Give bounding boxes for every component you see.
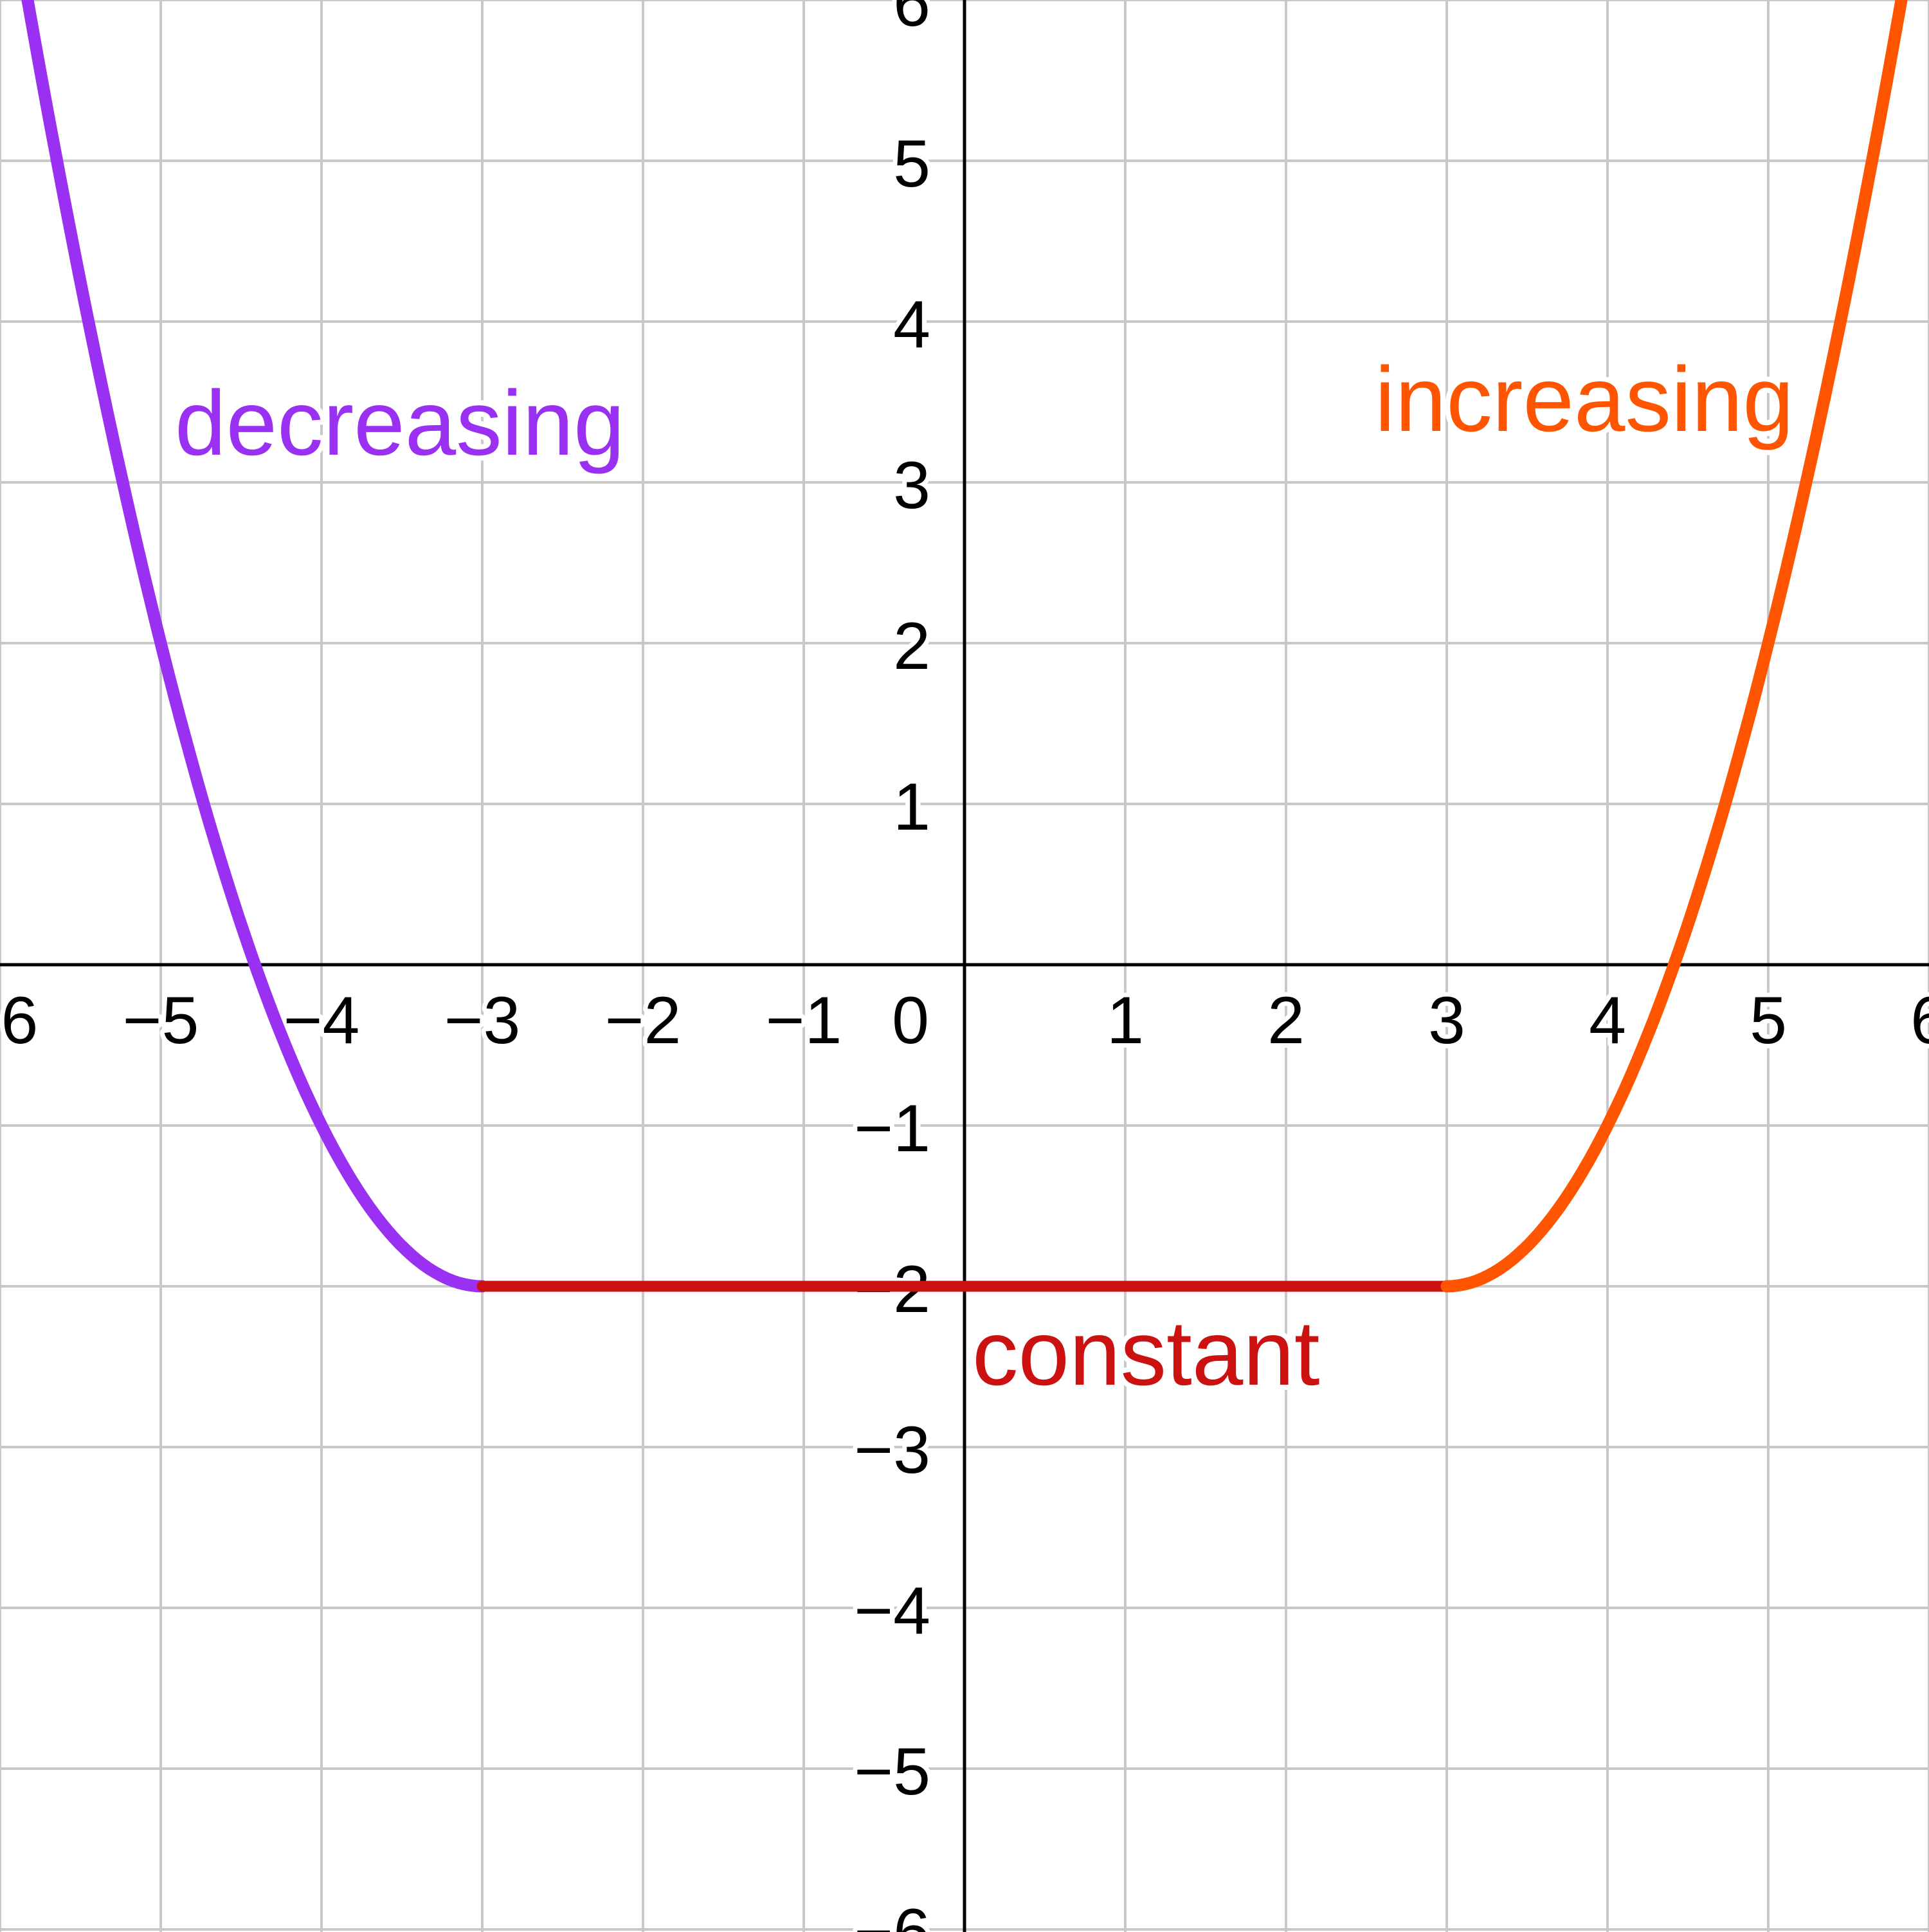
y-tick-label: 5 xyxy=(893,127,930,201)
constant-label: constant xyxy=(972,1302,1320,1405)
y-tick-label: −6 xyxy=(854,1895,930,1932)
x-tick-label: 3 xyxy=(1428,983,1465,1058)
y-tick-label: 6 xyxy=(893,0,930,41)
x-tick-label: −5 xyxy=(123,983,199,1058)
decreasing-label: decreasing xyxy=(175,372,625,475)
region-labels: decreasing constant increasing xyxy=(170,343,1799,1410)
x-tick-label: 5 xyxy=(1750,983,1787,1058)
x-tick-label: 6 xyxy=(1910,983,1929,1058)
x-tick-label: 1 xyxy=(1107,983,1144,1058)
increasing-curve xyxy=(1440,0,1908,1293)
y-tick-label: −3 xyxy=(854,1413,930,1488)
y-tick-label: −1 xyxy=(854,1091,930,1166)
origin-label: 0 xyxy=(892,983,929,1058)
x-tick-label: −6 xyxy=(0,983,38,1058)
x-tick-label: −1 xyxy=(766,983,842,1058)
y-tick-label: 3 xyxy=(893,448,930,523)
increasing-label: increasing xyxy=(1375,349,1794,451)
y-tick-label: 1 xyxy=(893,770,930,844)
y-tick-label: −4 xyxy=(854,1574,930,1648)
y-tick-label: 4 xyxy=(893,287,930,362)
x-tick-label: −4 xyxy=(284,983,360,1058)
decreasing-curve xyxy=(21,0,489,1293)
x-tick-label: −3 xyxy=(444,983,521,1058)
y-tick-label: 2 xyxy=(893,609,930,684)
x-tick-label: 2 xyxy=(1267,983,1305,1058)
y-tick-label: −5 xyxy=(854,1735,930,1809)
curves xyxy=(21,0,1908,1293)
x-tick-label: 4 xyxy=(1589,983,1626,1058)
x-tick-label: −2 xyxy=(605,983,682,1058)
